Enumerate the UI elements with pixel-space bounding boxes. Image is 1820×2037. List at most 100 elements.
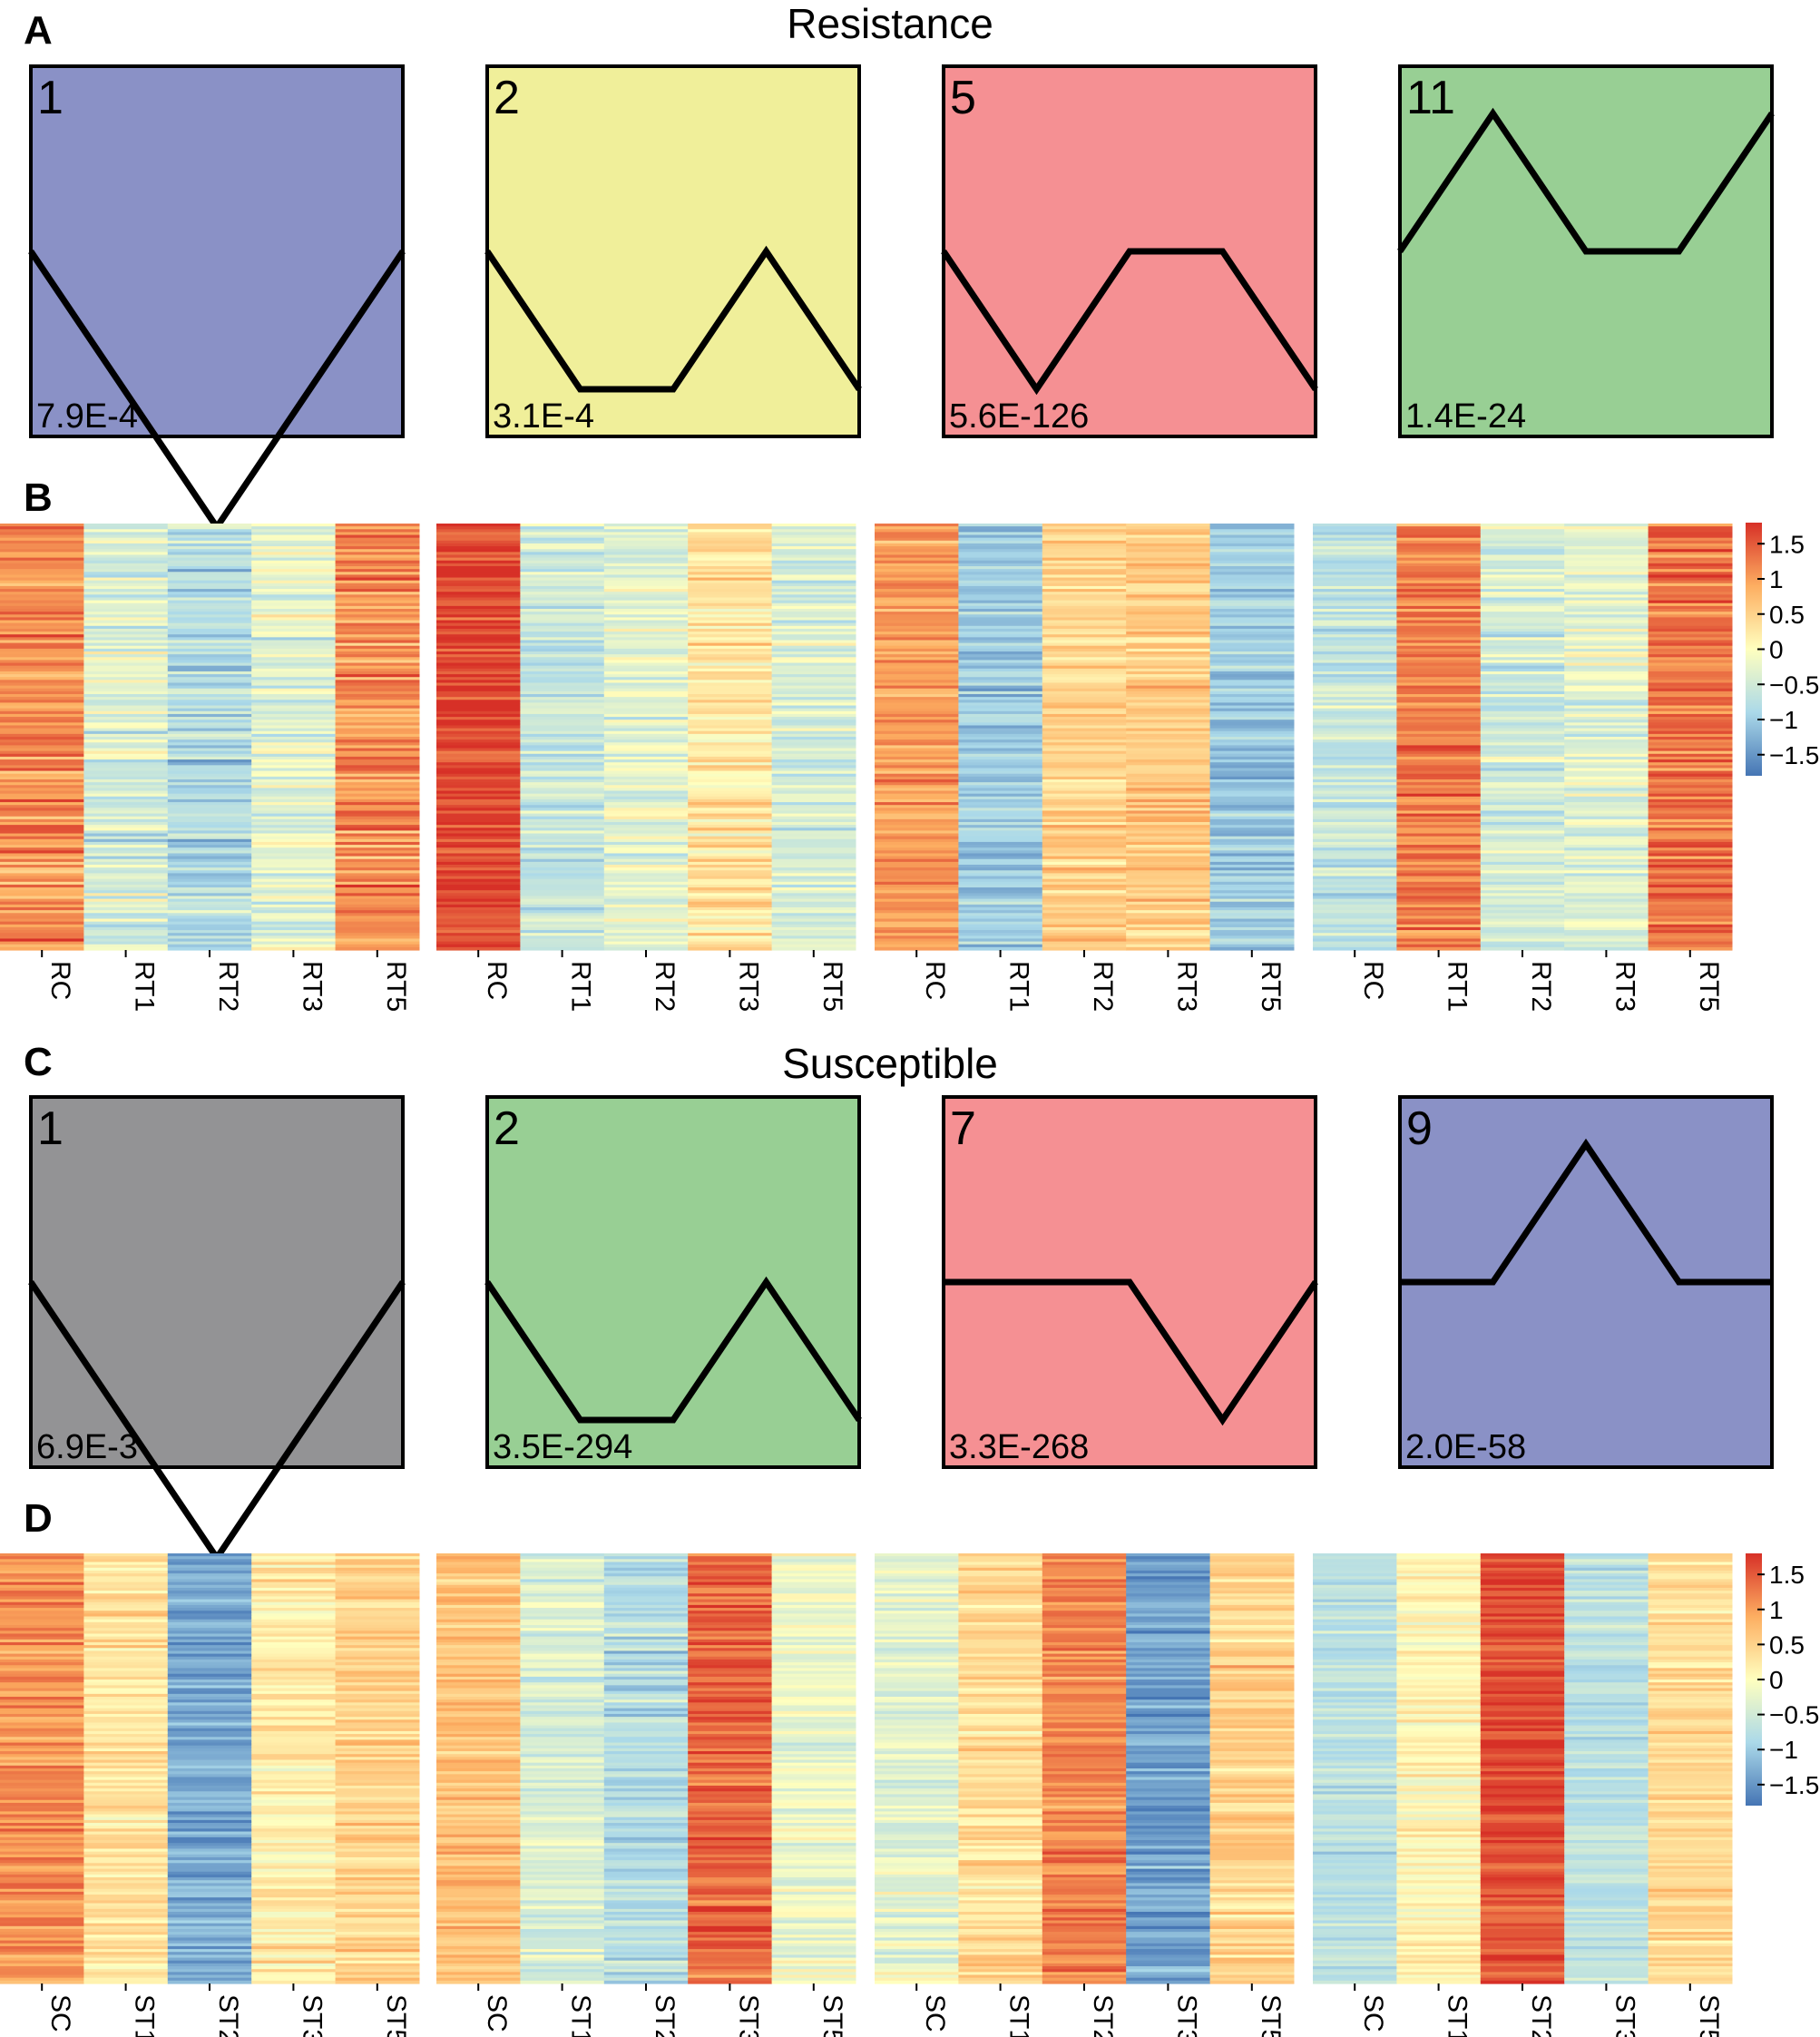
heatmap-cell: [335, 1641, 420, 1646]
heatmap-cell: [251, 1759, 337, 1764]
heatmap-cell: [1648, 524, 1733, 527]
heatmap-cell: [688, 1791, 773, 1796]
heatmap-cell: [436, 1613, 521, 1618]
heatmap-cell: [520, 1802, 605, 1807]
heatmap-cell: [603, 1777, 689, 1781]
heatmap-cell: [83, 1725, 169, 1729]
heatmap-cell: [251, 580, 337, 584]
heatmap-cell: [958, 810, 1043, 815]
heatmap-cell: [603, 930, 689, 934]
heatmap-cell: [603, 1860, 689, 1864]
heatmap-cell: [436, 685, 521, 690]
heatmap-cell: [1480, 640, 1565, 644]
heatmap-cell: [520, 554, 605, 559]
heatmap-cell: [1648, 759, 1733, 763]
heatmap-cell: [520, 1582, 605, 1586]
heatmap-cell: [603, 1573, 689, 1577]
heatmap-cell: [1564, 753, 1649, 758]
heatmap-cell: [1126, 688, 1211, 692]
heatmap-cell: [335, 901, 420, 906]
heatmap-cell: [771, 537, 856, 542]
heatmap-cell: [520, 1836, 605, 1841]
heatmap-cell: [436, 1676, 521, 1680]
heatmap-cell: [875, 614, 959, 618]
heatmap-cell: [251, 1788, 337, 1792]
heatmap-cell: [958, 602, 1043, 607]
heatmap: SC ST1 ST2 ST3 ST5: [0, 1553, 420, 2037]
heatmap-cell: [603, 1641, 689, 1646]
heatmap-cell: [603, 1639, 689, 1643]
heatmap-cell: [83, 861, 169, 866]
heatmap-cell: [688, 605, 773, 610]
heatmap-cell: [875, 540, 959, 544]
heatmap-cell: [875, 796, 959, 800]
heatmap-cell: [958, 1573, 1043, 1577]
heatmap-cell: [875, 1576, 959, 1581]
heatmap-cell: [958, 1925, 1043, 1930]
profile-id: 9: [1406, 1102, 1433, 1155]
heatmap-cell: [436, 1880, 521, 1884]
heatmap-cell: [0, 1900, 84, 1905]
heatmap-cell: [251, 1811, 337, 1816]
heatmap-cell: [436, 1974, 521, 1979]
heatmap-cell: [167, 1742, 252, 1747]
heatmap-cell: [688, 836, 773, 840]
heatmap-cell: [83, 540, 169, 544]
heatmap-cell: [335, 1628, 420, 1631]
heatmap-cell: [1042, 865, 1127, 868]
heatmap-cell: [1209, 524, 1295, 527]
heatmap-cell: [958, 529, 1043, 533]
heatmap-cell: [958, 713, 1043, 718]
heatmap-cell: [83, 620, 169, 624]
heatmap-cell: [0, 1673, 84, 1678]
heatmap-cell: [958, 1903, 1043, 1907]
heatmap-cell: [771, 836, 856, 840]
heatmap-cell: [251, 1693, 337, 1698]
heatmap-cell: [167, 1817, 252, 1821]
heatmap-cell: [688, 828, 773, 831]
heatmap-cell: [335, 1974, 420, 1979]
heatmap-cell: [251, 944, 337, 948]
heatmap-cell: [603, 1584, 689, 1589]
heatmap-cell: [1126, 865, 1211, 868]
heatmap: SC ST1 ST2 ST3 ST5: [875, 1553, 1295, 2037]
heatmap-cell: [251, 660, 337, 664]
heatmap-cell: [335, 805, 420, 808]
heatmap-cell: [603, 756, 689, 760]
heatmap-cell: [1396, 867, 1482, 871]
heatmap-cell: [0, 822, 84, 826]
heatmap-cell: [1648, 648, 1733, 652]
heatmap-cell: [1042, 540, 1127, 544]
heatmap-cell: [688, 1952, 773, 1955]
heatmap-cell: [436, 1768, 521, 1772]
heatmap-cell: [603, 765, 689, 769]
heatmap-cell: [167, 1797, 252, 1801]
heatmap-cell: [167, 1710, 252, 1715]
heatmap-cell: [688, 788, 773, 792]
heatmap-cell: [83, 1814, 169, 1818]
heatmap-cell: [958, 1676, 1043, 1680]
heatmap-cell: [167, 845, 252, 848]
heatmap-cell: [83, 614, 169, 618]
heatmap-cell: [1126, 836, 1211, 840]
heatmap-cell: [83, 622, 169, 627]
heatmap-cell: [251, 625, 337, 630]
heatmap-cell: [436, 1713, 521, 1718]
heatmap-cell: [0, 1874, 84, 1878]
heatmap-cell: [1042, 790, 1127, 795]
heatmap-cell: [335, 1905, 420, 1910]
heatmap-cell: [1126, 546, 1211, 550]
heatmap-cell: [958, 1757, 1043, 1761]
heatmap-cell: [436, 884, 521, 888]
heatmap-cell: [436, 705, 521, 710]
heatmap-cell: [436, 642, 521, 647]
heatmap-cell: [167, 1619, 252, 1623]
heatmap-cell: [251, 1963, 337, 1967]
heatmap-cell: [167, 605, 252, 610]
heatmap-cell: [688, 592, 773, 595]
heatmap-cell: [603, 1880, 689, 1884]
heatmap-cell: [603, 1905, 689, 1910]
heatmap-cell: [1042, 560, 1127, 564]
heatmap-cell: [520, 1717, 605, 1720]
heatmap-cell: [0, 1604, 84, 1609]
